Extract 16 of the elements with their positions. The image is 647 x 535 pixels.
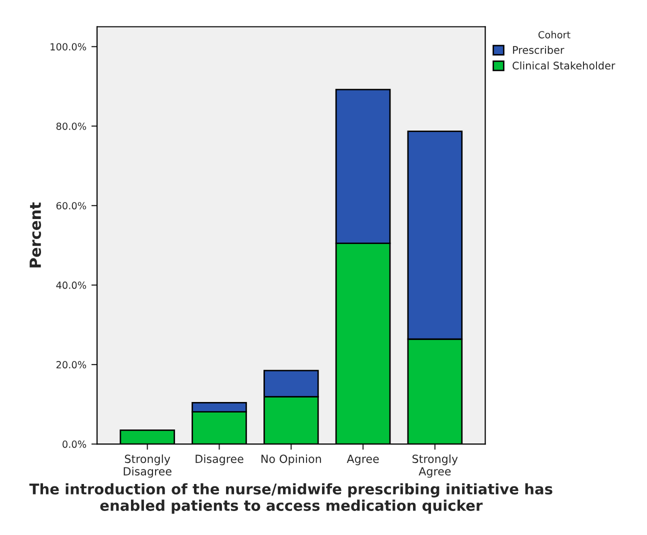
x-tick-label: Disagree [196, 454, 244, 466]
y-tick-label: 100.0% [50, 43, 86, 50]
y-tick-label: 40.0% [56, 282, 86, 289]
y-tick-label: 80.0% [56, 122, 86, 130]
legend-title: Cohort [538, 30, 570, 38]
x-tick-label: Strongly Agree [412, 454, 458, 478]
x-axis-title: The introduction of the nurse/midwife prescribing initiative has enabled patients to access medication quicker [29, 483, 552, 514]
legend-label: Clinical Stakeholder [512, 61, 616, 70]
y-tick-label: 60.0% [56, 202, 86, 210]
y-tick-label: 0.0% [62, 440, 86, 448]
x-tick-label: Agree [346, 454, 379, 466]
legend-label: Prescriber [513, 46, 564, 54]
x-tick-label: Strongly Disagree [124, 454, 172, 478]
y-tick-label: 20.0% [56, 361, 86, 368]
x-tick-label: No Opinion [261, 454, 321, 466]
y-axis-title: Percent [30, 202, 42, 268]
